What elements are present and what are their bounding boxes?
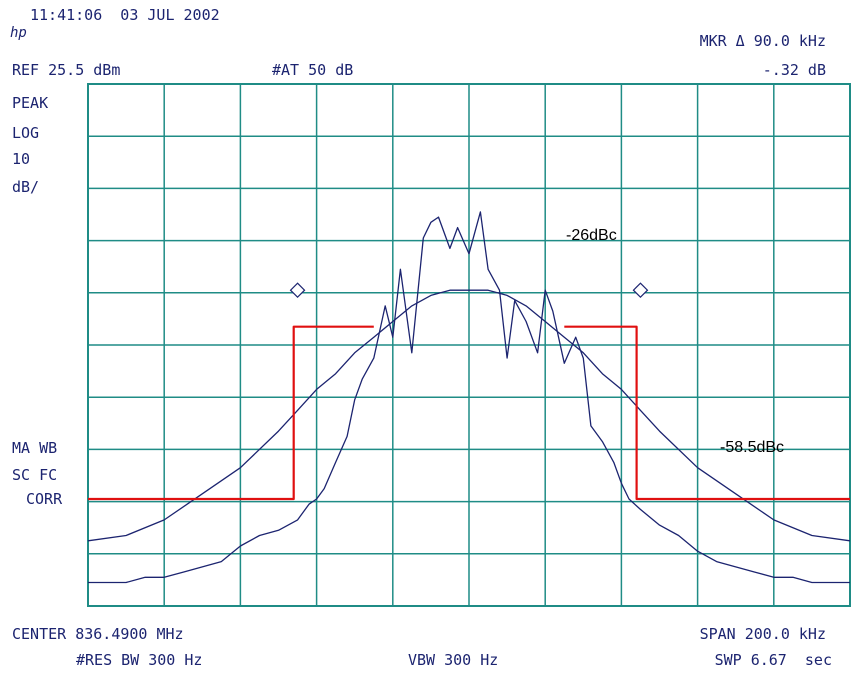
signal-spectrum-trace <box>88 211 850 584</box>
center-frequency: CENTER 836.4900 MHz <box>12 625 184 643</box>
status-line-2: SC FC <box>12 466 58 484</box>
sweep-time: SWP 6.67 sec <box>714 651 832 669</box>
graticule <box>87 83 851 607</box>
timestamp: 11:41:06 03 JUL 2002 <box>30 6 220 24</box>
mask-left-line <box>88 325 374 501</box>
video-bandwidth: VBW 300 Hz <box>408 651 499 669</box>
filter-response-trace <box>87 289 851 542</box>
attenuation: #AT 50 dB <box>272 61 354 79</box>
marker-diamond-icon <box>632 282 649 299</box>
status-line-1: MA WB <box>12 439 58 457</box>
scale-value: 10 <box>12 150 31 168</box>
marker-diamond-icon <box>289 282 306 299</box>
reference-level: REF 25.5 dBm <box>12 61 121 79</box>
logo-icon: hp <box>10 25 27 41</box>
outer-mask-label: -58.5dBc <box>720 439 785 456</box>
inner-mask-label: -26dBc <box>566 227 617 244</box>
marker-delta-value: -.32 dB <box>762 61 826 79</box>
resolution-bandwidth: #RES BW 300 Hz <box>76 651 203 669</box>
mask-right-line <box>564 325 850 501</box>
markers <box>289 282 649 299</box>
scale-unit: dB/ <box>12 178 40 196</box>
scale-type: LOG <box>12 124 40 142</box>
detector-mode: PEAK <box>12 94 49 112</box>
marker-delta-label: MKR Δ 90.0 kHz <box>699 32 826 50</box>
span: SPAN 200.0 kHz <box>699 625 826 643</box>
status-line-3: CORR <box>26 490 63 508</box>
traces <box>87 211 851 584</box>
